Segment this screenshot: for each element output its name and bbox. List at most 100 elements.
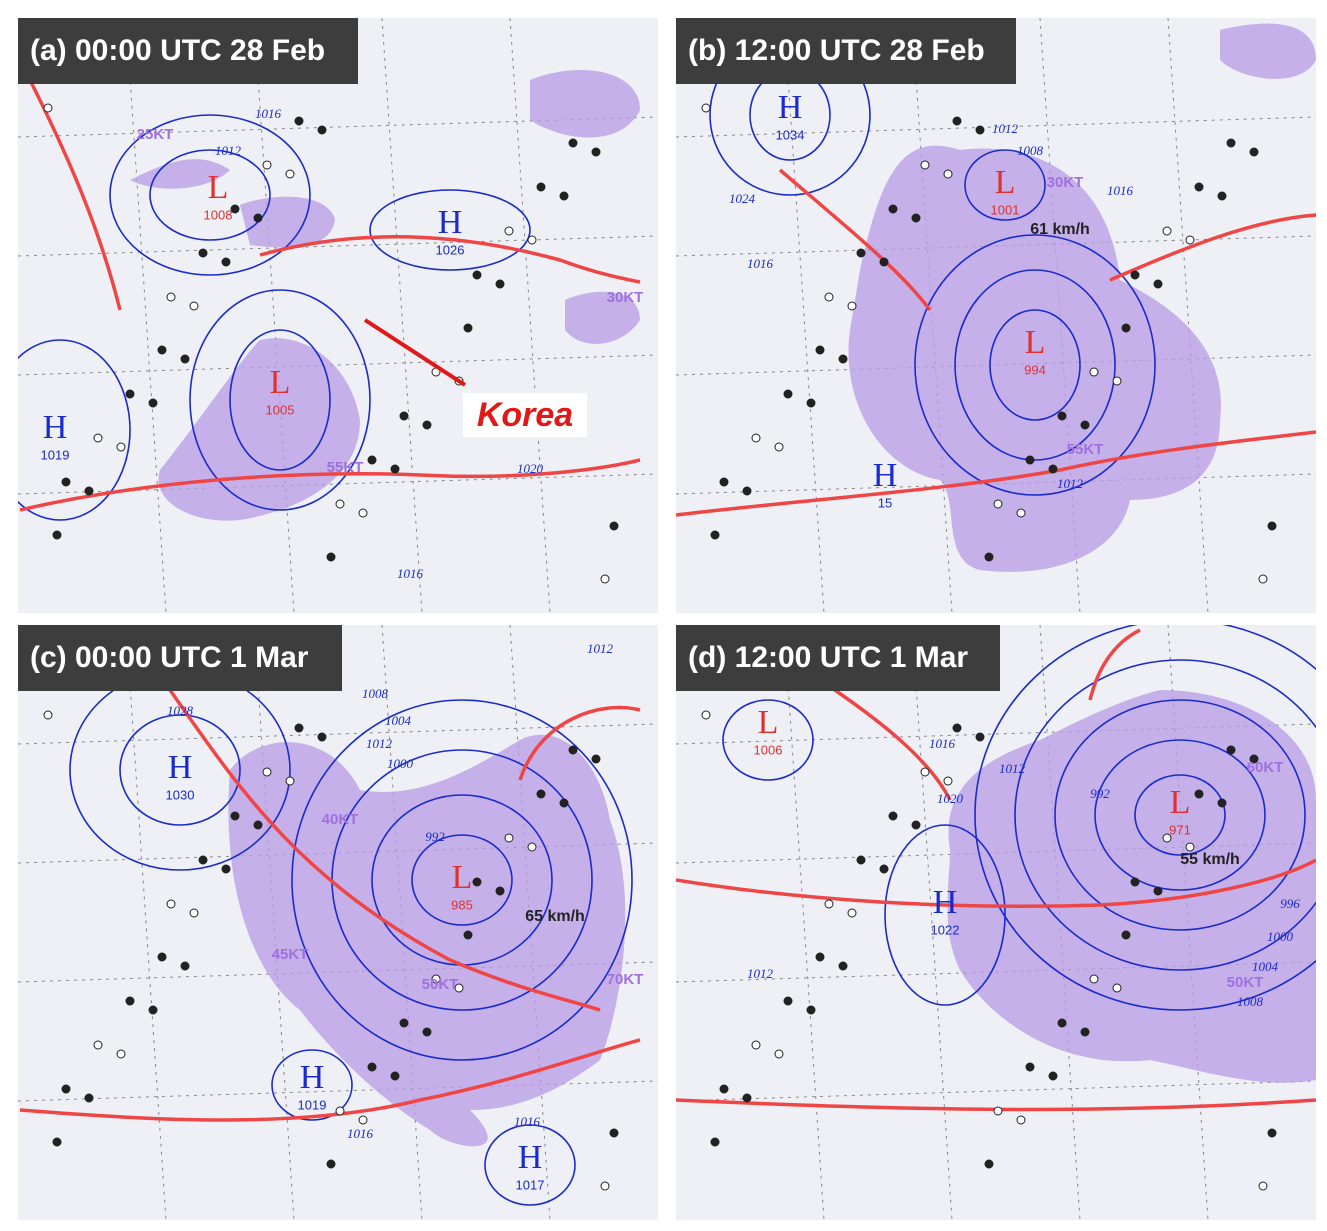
station xyxy=(198,855,208,865)
isobar xyxy=(974,625,1316,1011)
graticule xyxy=(18,1080,658,1102)
isobar xyxy=(119,714,241,826)
wind-label: 70KT xyxy=(607,971,644,988)
isobar-label: 1012 xyxy=(999,761,1026,776)
annotation-arrow xyxy=(363,318,467,387)
station xyxy=(911,820,921,830)
station xyxy=(1249,147,1259,157)
station xyxy=(1080,420,1090,430)
isobar xyxy=(884,824,1006,1006)
center-pressure: 1005 xyxy=(266,402,295,417)
isobar xyxy=(484,1124,576,1206)
center-pressure: 1006 xyxy=(754,742,783,757)
precip-area xyxy=(228,734,626,1147)
station xyxy=(774,1049,784,1059)
station xyxy=(1089,974,1099,984)
station xyxy=(559,191,569,201)
station xyxy=(390,464,400,474)
station xyxy=(847,301,857,311)
station xyxy=(920,160,930,170)
center-symbol: H xyxy=(873,457,898,494)
station xyxy=(1267,521,1277,531)
isobar-label: 1020 xyxy=(937,791,964,806)
station xyxy=(262,767,272,777)
station xyxy=(1217,191,1227,201)
station xyxy=(84,486,94,496)
station xyxy=(838,354,848,364)
center-symbol: L xyxy=(208,169,229,206)
front-line xyxy=(1109,213,1316,282)
station xyxy=(1025,1062,1035,1072)
station xyxy=(463,323,473,333)
isobar xyxy=(1134,774,1226,856)
isobar xyxy=(1054,699,1306,931)
station xyxy=(463,930,473,940)
station xyxy=(294,723,304,733)
center-symbol: L xyxy=(1170,784,1191,821)
center-symbol: L xyxy=(270,364,291,401)
station xyxy=(1226,745,1236,755)
isobar xyxy=(722,699,814,781)
station xyxy=(591,754,601,764)
station xyxy=(856,248,866,258)
center-pressure: 971 xyxy=(1169,822,1191,837)
isobar-label: 1000 xyxy=(387,756,414,771)
center-pressure: 1008 xyxy=(204,207,233,222)
isobar-label: 1004 xyxy=(385,713,412,728)
isobar-label: 1016 xyxy=(514,1114,541,1129)
station xyxy=(1057,1018,1067,1028)
station xyxy=(1194,789,1204,799)
graticule xyxy=(18,354,658,376)
station xyxy=(559,798,569,808)
station xyxy=(879,864,889,874)
station xyxy=(221,864,231,874)
isobar xyxy=(1094,739,1266,891)
isobar-label: 1012 xyxy=(215,143,242,158)
graticule xyxy=(911,625,953,1220)
station xyxy=(1016,1115,1026,1125)
station xyxy=(148,1005,158,1015)
station xyxy=(568,138,578,148)
station xyxy=(806,398,816,408)
front-line xyxy=(19,1038,641,1122)
station xyxy=(399,1018,409,1028)
station xyxy=(157,952,167,962)
station xyxy=(335,1106,345,1116)
isobar-label: 1020 xyxy=(517,461,544,476)
center-symbol: H xyxy=(438,204,463,241)
station xyxy=(1162,833,1172,843)
front-line xyxy=(168,688,601,1012)
station xyxy=(253,213,263,223)
center-pressure: 985 xyxy=(451,897,473,912)
station xyxy=(43,103,53,113)
station xyxy=(1025,455,1035,465)
isobar xyxy=(964,149,1046,221)
station xyxy=(742,486,752,496)
isobar-label: 1012 xyxy=(992,121,1019,136)
station xyxy=(1194,182,1204,192)
station xyxy=(1185,235,1195,245)
isobar xyxy=(411,834,513,926)
station xyxy=(774,442,784,452)
center-symbol: L xyxy=(452,859,473,896)
station xyxy=(993,1106,1003,1116)
station xyxy=(1080,1027,1090,1037)
isobar-label: 1016 xyxy=(1107,183,1134,198)
isobar-label: 1008 xyxy=(362,686,389,701)
station xyxy=(719,1084,729,1094)
graticule xyxy=(18,723,658,745)
map-panel: H1030L985H1019H1017102810081004101210009… xyxy=(18,625,658,1220)
precip-area xyxy=(530,70,640,138)
station xyxy=(1153,279,1163,289)
graticule xyxy=(381,18,423,613)
center-pressure: 15 xyxy=(878,495,892,510)
station xyxy=(326,1159,336,1169)
station xyxy=(157,345,167,355)
station xyxy=(847,908,857,918)
center-symbol: L xyxy=(758,704,779,741)
graticule xyxy=(783,18,825,613)
panel-title: (a) 00:00 UTC 28 Feb xyxy=(30,34,325,67)
station xyxy=(824,292,834,302)
station xyxy=(600,574,610,584)
station xyxy=(920,767,930,777)
